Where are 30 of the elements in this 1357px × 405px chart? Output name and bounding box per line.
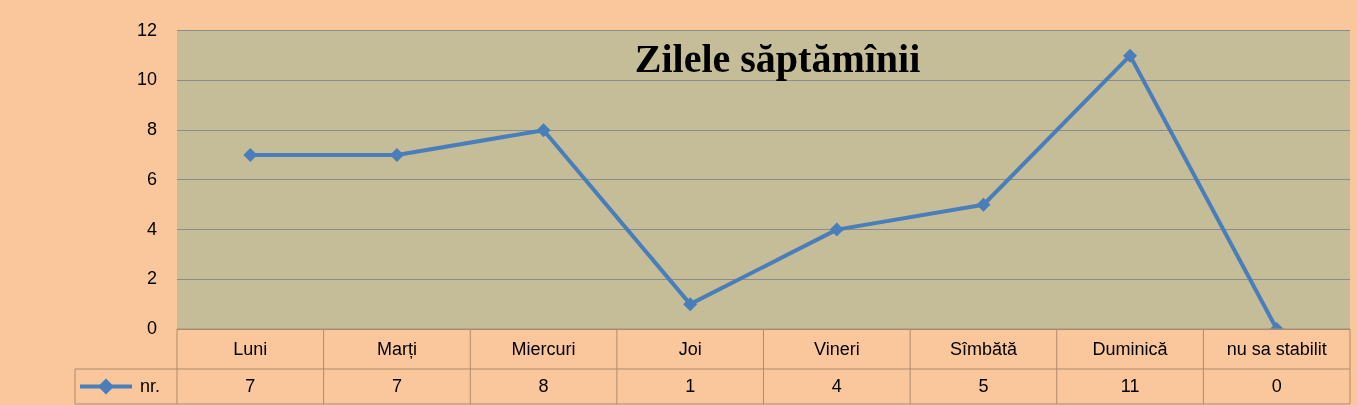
data-label: 7 [245, 376, 256, 397]
data-label: 11 [1120, 376, 1140, 397]
data-label: 0 [1271, 376, 1282, 397]
y-tick-label: 4 [146, 218, 157, 239]
point [683, 297, 698, 312]
y-tick-label: 10 [136, 69, 157, 90]
y-tick-label: 6 [146, 168, 157, 189]
data-label: 5 [978, 376, 989, 397]
x-tick-label: Miercuri [511, 338, 576, 359]
y-tick-label: 0 [146, 317, 157, 338]
x-tick-label: Joi [678, 338, 702, 359]
x-tick-label: Vineri [813, 338, 860, 359]
x-tick-label: Luni [233, 338, 268, 359]
point [829, 222, 844, 237]
x-tick-label: Marți [376, 338, 417, 359]
data-label: 8 [538, 376, 549, 397]
chart-title: Zilele săptămînii [634, 36, 921, 82]
point [976, 197, 991, 212]
x-tick-label: Sîmbătă [949, 338, 1018, 359]
y-tick-label: 2 [146, 268, 157, 289]
point [1123, 48, 1138, 63]
data-label: 4 [831, 376, 842, 397]
x-tick-label: nu sa stabilit [1226, 338, 1327, 359]
y-tick-label: 12 [136, 19, 157, 40]
x-tick-label: Duminică [1092, 338, 1169, 359]
y-tick-label: 8 [146, 119, 157, 140]
data-label: 7 [391, 376, 402, 397]
data-label: 1 [685, 376, 696, 397]
point [536, 123, 551, 138]
legend-label: nr. [140, 376, 161, 397]
